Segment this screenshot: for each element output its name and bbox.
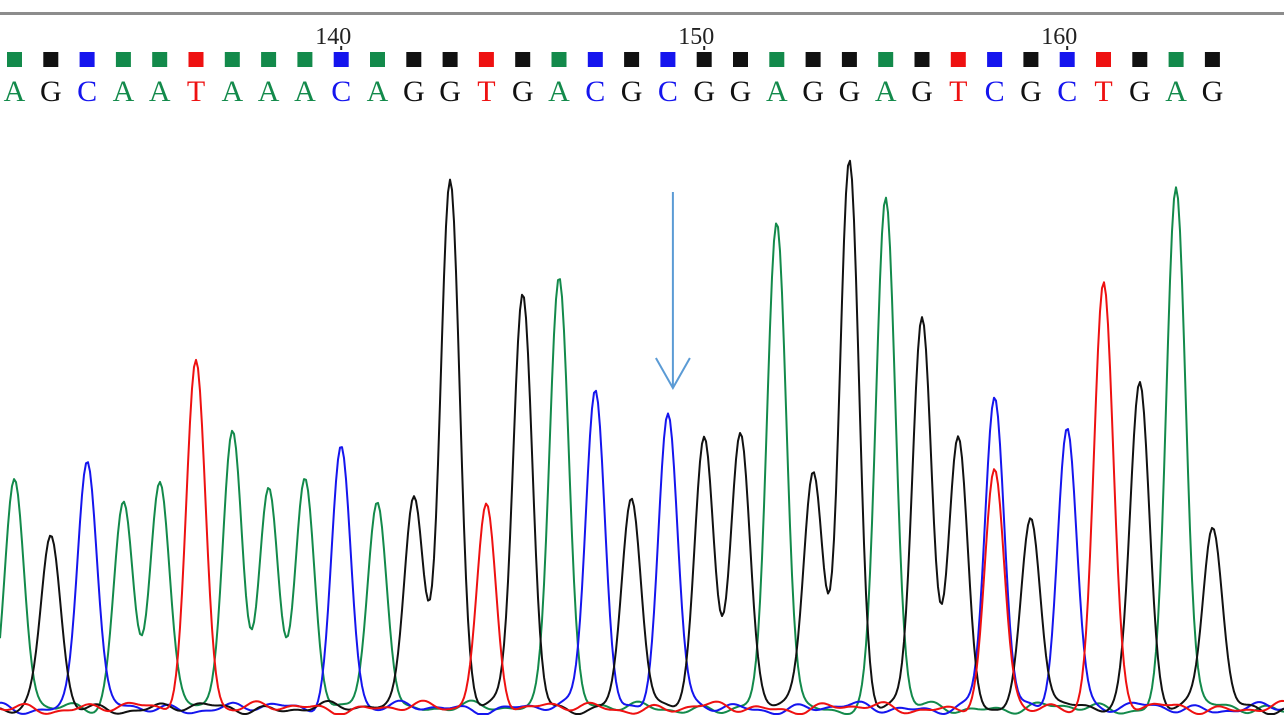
base-call-square [733, 52, 748, 67]
base-call-square [224, 52, 240, 67]
base-call-square [1023, 52, 1039, 67]
base-call-square [1059, 52, 1075, 67]
base-letter: A [113, 75, 135, 108]
base-call-square [406, 52, 422, 67]
base-letter: C [1057, 75, 1077, 108]
base-call-square [805, 52, 821, 67]
base-letter: G [693, 75, 715, 108]
base-call-square [152, 52, 168, 67]
base-call-square [297, 52, 313, 67]
base-call-square [841, 52, 857, 67]
base-call-square [769, 52, 785, 67]
base-letter: G [802, 75, 824, 108]
base-call-square [115, 52, 131, 67]
base-letter: A [367, 75, 389, 108]
base-letter: C [331, 75, 351, 108]
trace-C [0, 389, 1284, 715]
base-call-square [878, 52, 894, 67]
base-call-square [1132, 52, 1148, 67]
base-call-square [515, 52, 531, 67]
base-call-square [7, 52, 22, 67]
base-call-square [370, 52, 385, 67]
arrow-head [655, 357, 691, 391]
base-call-square [442, 52, 458, 67]
annotation-arrow [655, 192, 691, 391]
base-call-square [1168, 52, 1184, 67]
base-letter: A [294, 75, 316, 108]
base-call-square [914, 52, 930, 67]
base-letter: G [439, 75, 461, 108]
base-letter: T [949, 75, 967, 108]
base-letter: A [221, 75, 243, 108]
base-letter: A [149, 75, 171, 108]
top-ruler-line [0, 12, 1284, 15]
base-call-square [261, 52, 277, 67]
base-letter: G [512, 75, 534, 108]
base-letter: A [258, 75, 280, 108]
base-call-square [551, 52, 567, 67]
base-letter: C [658, 75, 678, 108]
trace-T [0, 281, 1284, 715]
base-letter: G [1202, 75, 1224, 108]
base-call-square [43, 52, 59, 67]
base-call-square [624, 52, 640, 67]
base-letter: T [187, 75, 205, 108]
base-call-square [1204, 52, 1220, 67]
trace-G [0, 159, 1284, 715]
base-letter: C [77, 75, 97, 108]
position-label: 150 [678, 24, 714, 50]
base-call-square [478, 52, 494, 67]
base-call-square [1096, 52, 1111, 67]
base-letter: G [1020, 75, 1042, 108]
base-letter: G [911, 75, 933, 108]
base-letter: T [1094, 75, 1112, 108]
base-letter: G [403, 75, 425, 108]
base-call-square [79, 52, 95, 67]
base-call-square [987, 52, 1003, 67]
base-letter: G [1129, 75, 1151, 108]
base-letter: A [875, 75, 897, 108]
base-letter: G [621, 75, 643, 108]
base-letter: A [4, 75, 26, 108]
base-call-square [188, 52, 204, 67]
base-letter: C [985, 75, 1005, 108]
position-label: 160 [1041, 24, 1077, 50]
base-letter: G [839, 75, 861, 108]
base-letter: A [548, 75, 570, 108]
base-letter: G [40, 75, 62, 108]
base-letter: A [1165, 75, 1187, 108]
base-call-square [950, 52, 966, 67]
base-letter: C [585, 75, 605, 108]
base-letter: A [766, 75, 788, 108]
base-letter: T [477, 75, 495, 108]
base-call-square [587, 52, 603, 67]
base-call-square [333, 52, 349, 67]
base-call-square [660, 52, 676, 67]
base-letter: G [730, 75, 752, 108]
position-label: 140 [315, 24, 351, 50]
base-call-square [696, 52, 712, 67]
trace-A [0, 186, 1284, 715]
